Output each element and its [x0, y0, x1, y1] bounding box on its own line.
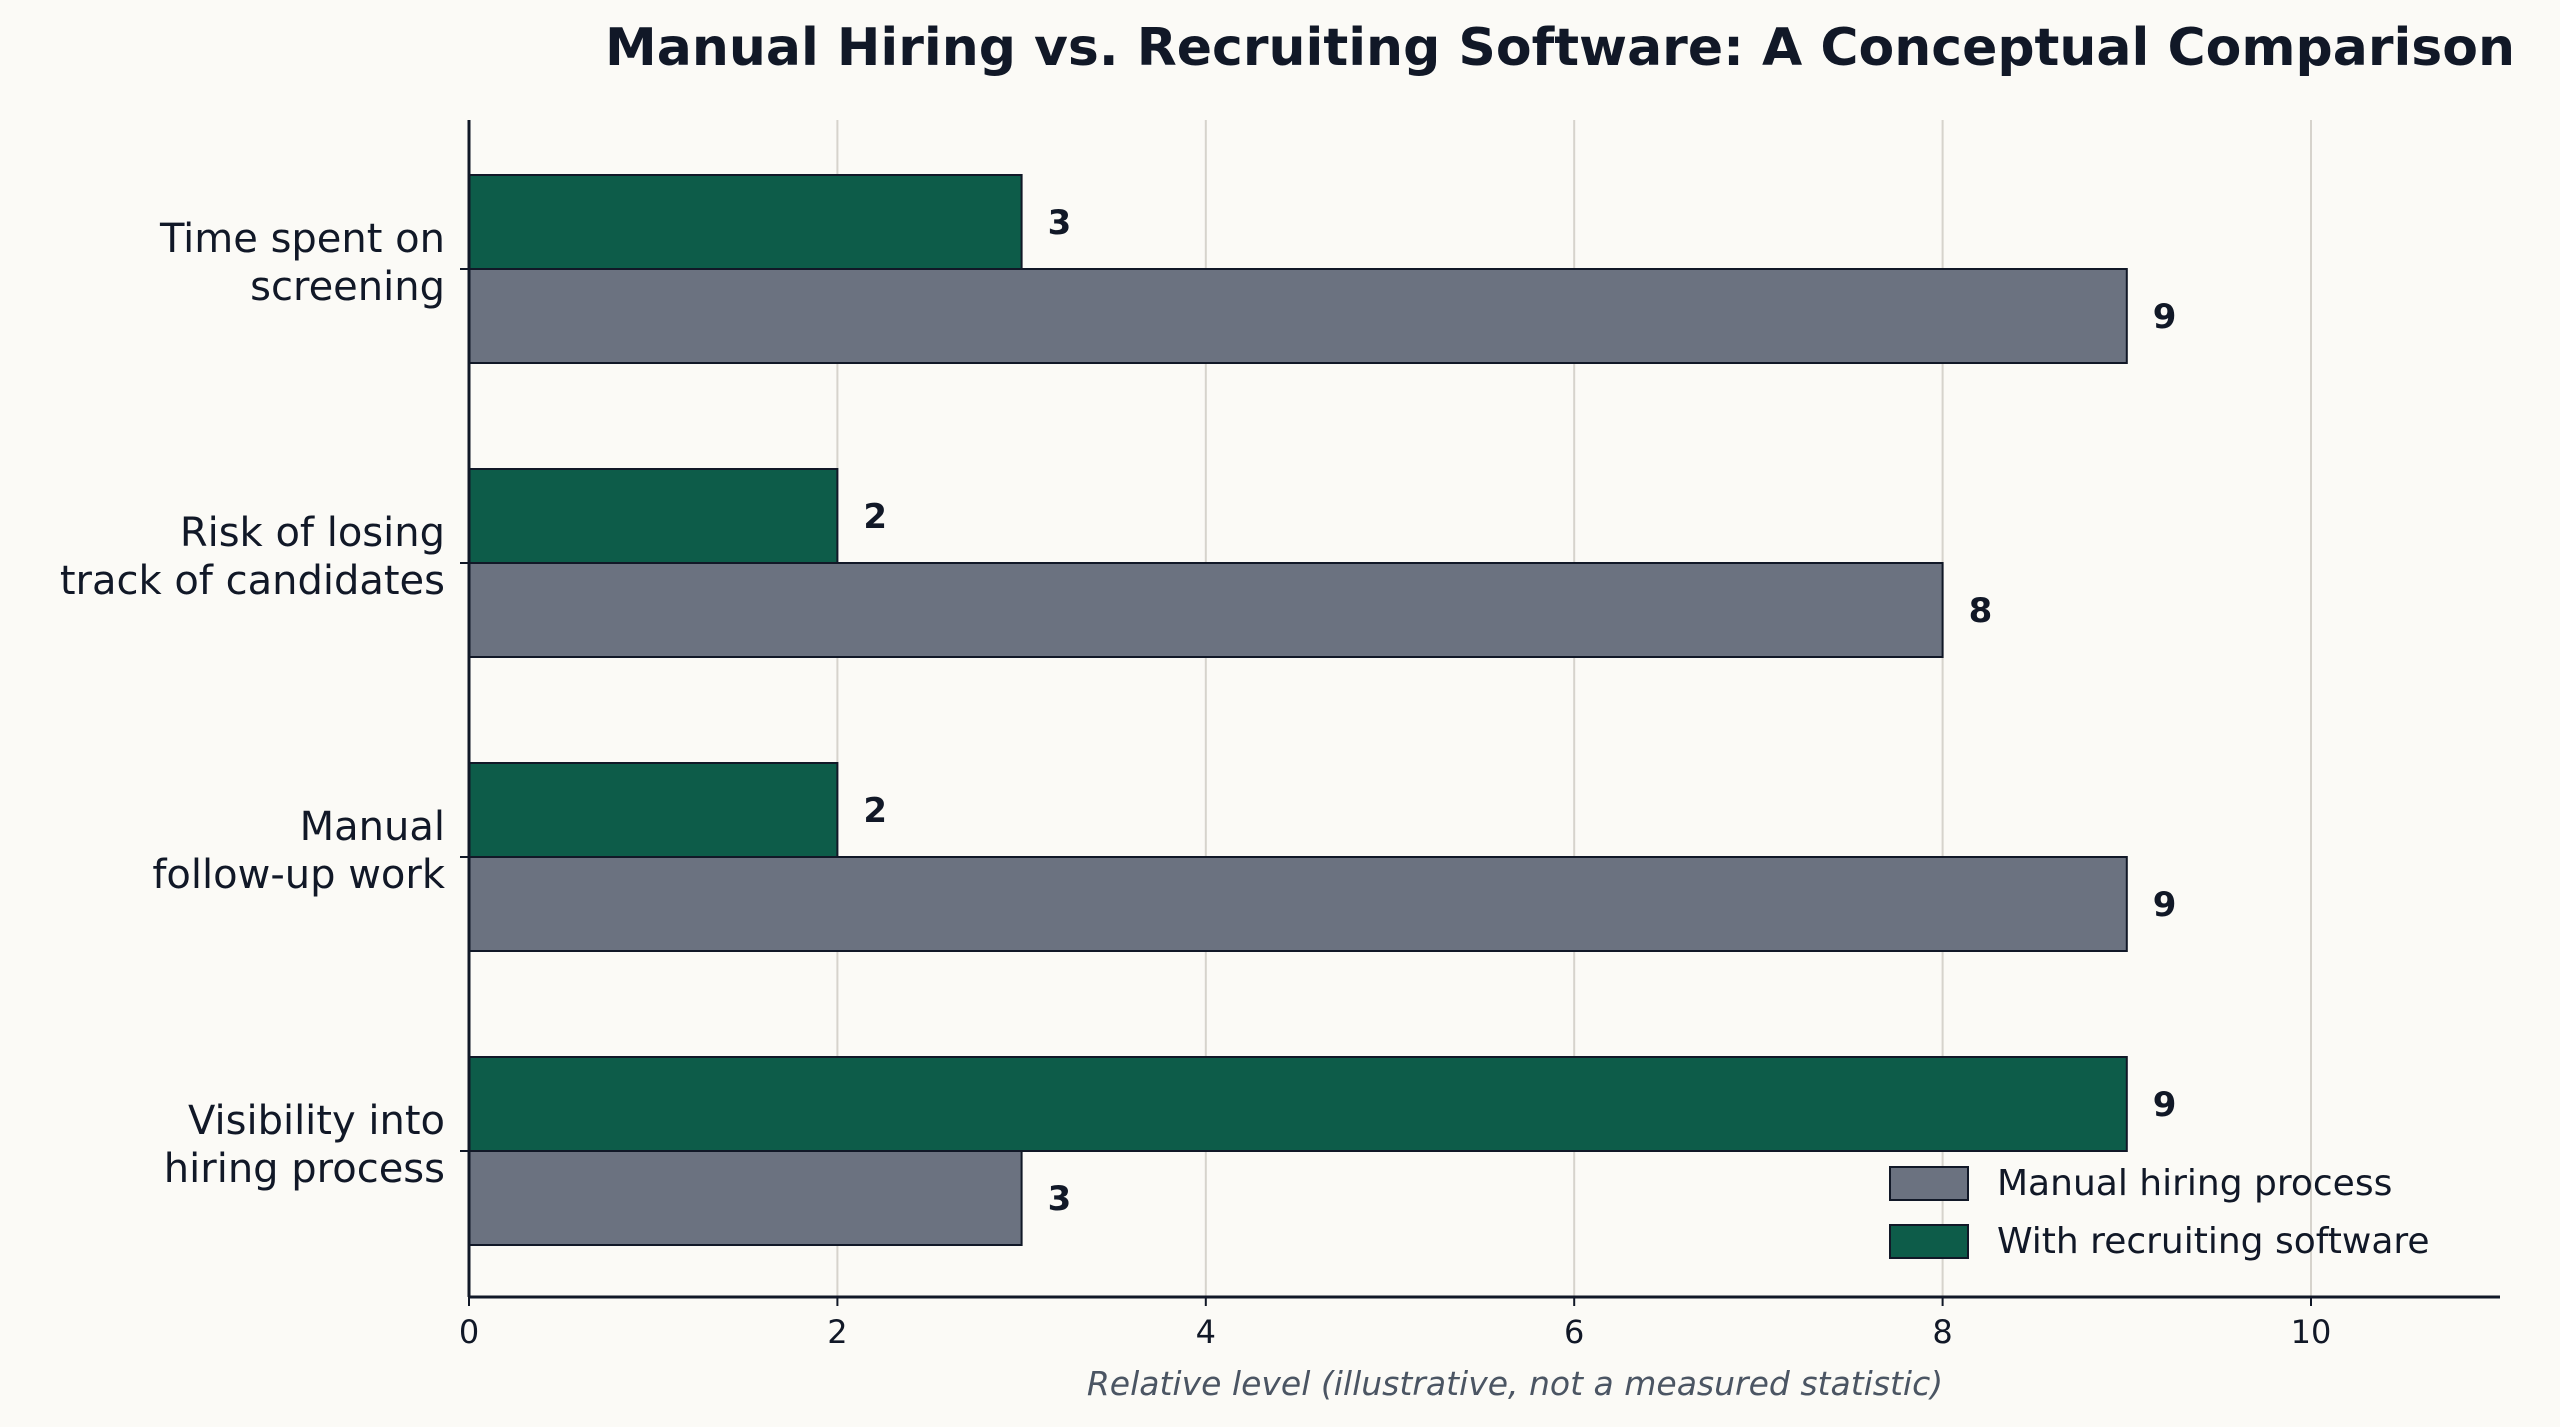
legend-label-0: Manual hiring process	[1997, 1163, 2392, 1204]
category-label-1: Risk of losing track of candidates	[60, 510, 445, 604]
chart-title: Manual Hiring vs. Recruiting Software: A…	[605, 18, 2515, 78]
category-label-2: Manual follow-up work	[152, 804, 445, 898]
x-tick-label-8: 8	[1932, 1313, 1952, 1351]
bar-manual-3	[468, 1150, 1023, 1246]
category-label-0: Time spent on screening	[159, 216, 445, 310]
value-label-manual-2: 9	[2153, 885, 2177, 925]
bar-software-1	[468, 468, 839, 564]
legend-swatch-1	[1889, 1224, 1969, 1259]
category-label-3: Visibility into hiring process	[164, 1098, 445, 1192]
value-label-manual-0: 9	[2153, 297, 2177, 337]
x-tick-label-4: 4	[1196, 1313, 1216, 1351]
legend: Manual hiring process With recruiting sof…	[1889, 1163, 2430, 1262]
x-axis-label: Relative level (illustrative, not a meas…	[1087, 1364, 1943, 1403]
legend-label-1: With recruiting software	[1997, 1221, 2430, 1262]
value-label-software-3: 9	[2153, 1085, 2177, 1125]
bar-manual-0	[468, 268, 2128, 364]
bar-manual-1	[468, 562, 1944, 658]
x-tick-label-0: 0	[459, 1313, 479, 1351]
value-label-software-2: 2	[863, 791, 887, 831]
value-label-manual-1: 8	[1969, 591, 1993, 631]
bar-software-2	[468, 762, 839, 858]
x-ticks: 0 2 4 6 8 10	[459, 268, 2332, 1351]
value-label-software-0: 3	[1048, 203, 1072, 243]
bar-manual-2	[468, 856, 2128, 952]
category-labels: Time spent on screening Risk of losing trac…	[60, 216, 446, 1192]
value-labels: 3 9 2 8 2 9 9 3	[863, 203, 2176, 1219]
bar-software-0	[468, 174, 1023, 270]
legend-swatch-0	[1889, 1166, 1969, 1201]
axes	[467, 120, 2500, 1299]
x-tick-label-6: 6	[1564, 1313, 1584, 1351]
value-label-software-1: 2	[863, 497, 887, 537]
x-tick-label-2: 2	[827, 1313, 847, 1351]
value-label-manual-3: 3	[1048, 1179, 1072, 1219]
bar-software-3	[468, 1056, 2128, 1152]
x-tick-label-10: 10	[2291, 1313, 2332, 1351]
